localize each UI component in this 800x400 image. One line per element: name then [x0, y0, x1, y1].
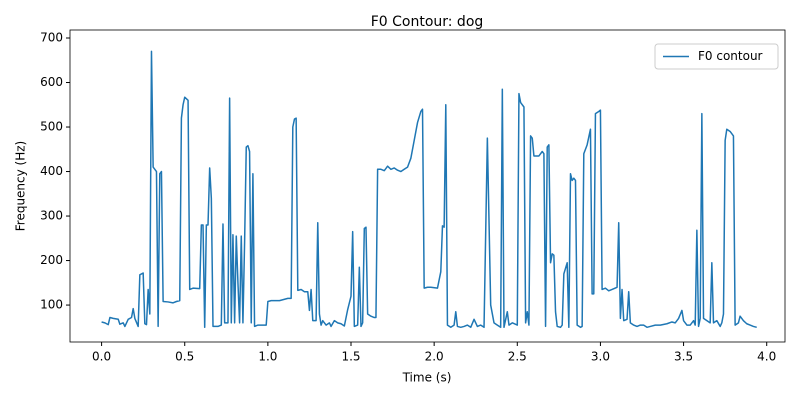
y-axis-label: Frequency (Hz) [14, 141, 28, 232]
y-tick-label: 700 [40, 31, 63, 45]
y-tick-label: 300 [40, 209, 63, 223]
plot-frame [69, 29, 786, 343]
y-tick-label: 200 [40, 253, 63, 267]
x-tick-label: 2.0 [425, 350, 444, 364]
x-tick-label: 1.5 [341, 350, 360, 364]
legend-box [654, 43, 779, 70]
x-tick-label: 0.5 [175, 350, 194, 364]
y-tick-label: 100 [40, 298, 63, 312]
x-axis-label: Time (s) [402, 371, 452, 385]
x-tick-label: 3.5 [674, 350, 693, 364]
x-tick-label: 0.0 [92, 350, 111, 364]
x-tick-label: 3.0 [591, 350, 610, 364]
x-tick-label: 2.5 [508, 350, 527, 364]
chart-title: F0 Contour: dog [371, 14, 484, 30]
data-line [101, 50, 757, 329]
legend-label: F0 contour [698, 49, 763, 63]
x-tick-label: 1.0 [258, 350, 277, 364]
x-tick-label: 4.0 [757, 350, 776, 364]
y-tick-label: 600 [40, 75, 63, 89]
y-tick-label: 400 [40, 164, 63, 178]
y-tick-label: 500 [40, 120, 63, 134]
